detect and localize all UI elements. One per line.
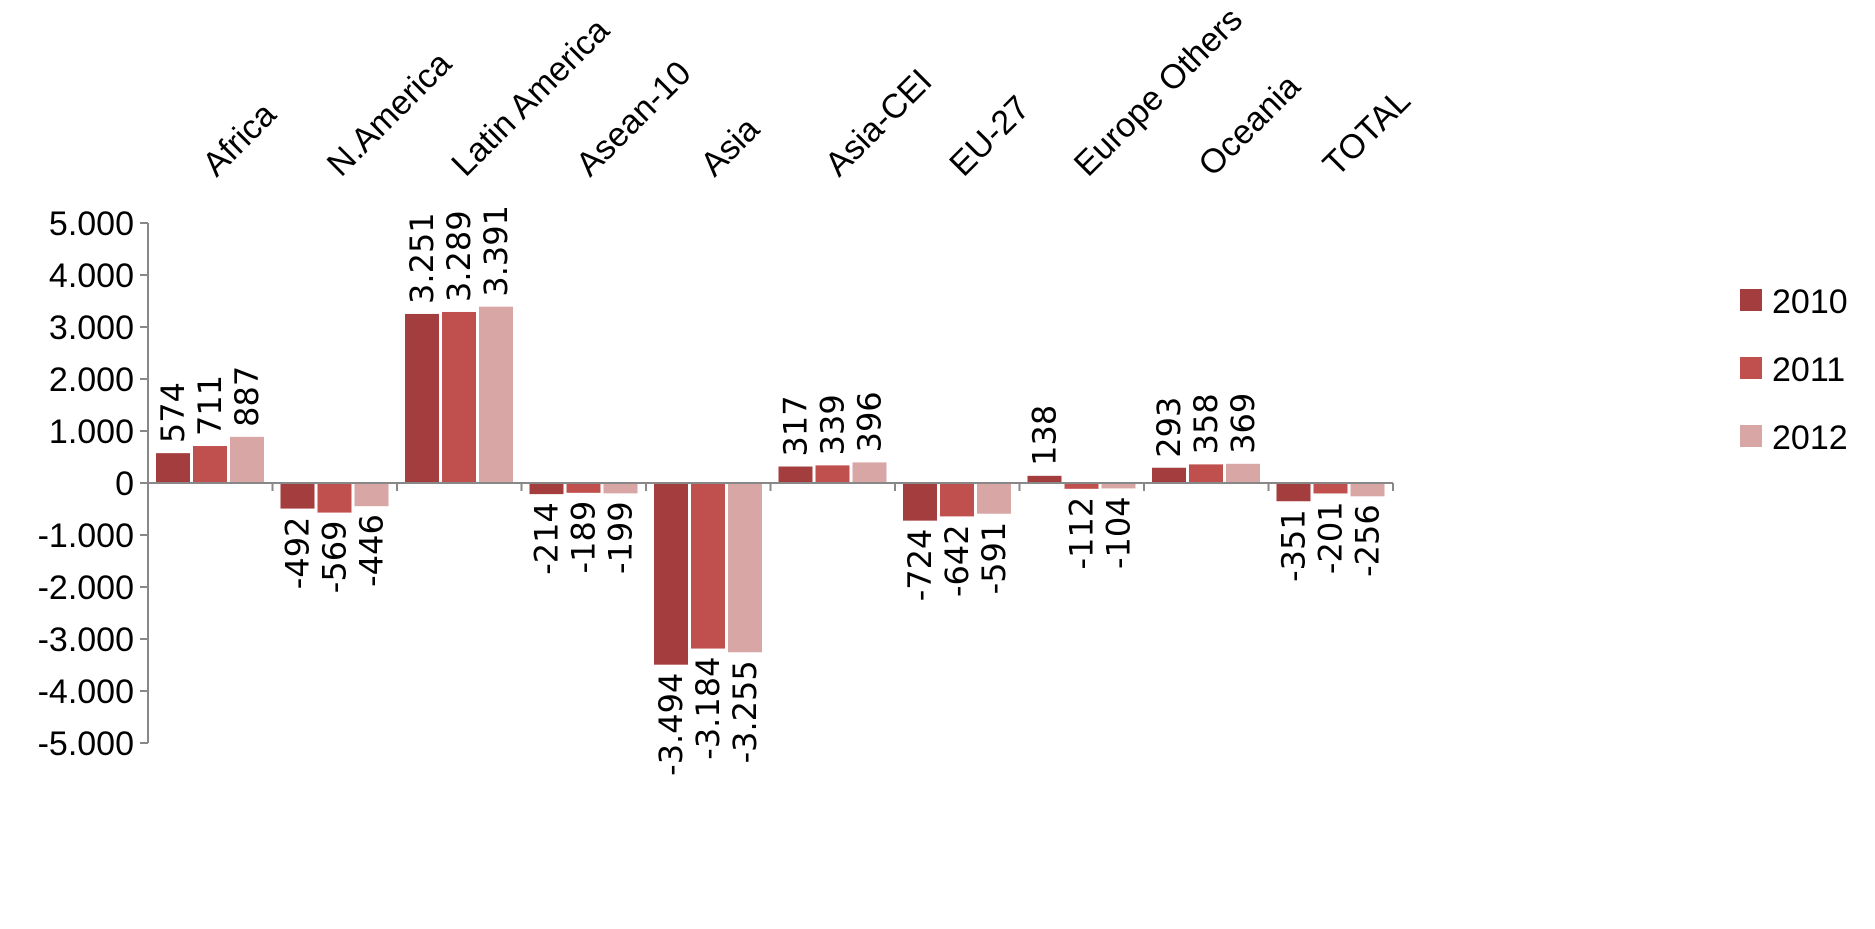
bar <box>566 483 601 493</box>
legend-swatch <box>1740 289 1762 311</box>
legend-entry: 2010 <box>1772 283 1848 321</box>
bar <box>903 483 937 521</box>
data-label: 358 <box>1187 393 1225 454</box>
data-label: -201 <box>1312 501 1350 574</box>
bar <box>1313 483 1348 494</box>
data-label: 317 <box>777 395 815 456</box>
bar <box>442 311 476 483</box>
data-label: -112 <box>1063 497 1101 570</box>
data-label: -3.494 <box>652 673 690 776</box>
y-tick-label: 2.000 <box>49 361 134 399</box>
data-label: -214 <box>528 502 566 575</box>
data-label: -199 <box>602 501 640 574</box>
data-label: 369 <box>1224 393 1262 454</box>
data-label: 396 <box>851 391 889 452</box>
category-label: TOTAL <box>1316 82 1418 184</box>
bar <box>815 465 850 483</box>
bar <box>728 483 762 653</box>
bars <box>156 306 1385 665</box>
category-label: N.America <box>320 45 459 184</box>
data-label: -3.184 <box>689 657 727 760</box>
data-label: 3.251 <box>403 212 441 304</box>
data-label: -446 <box>353 514 391 587</box>
bar <box>1027 475 1062 483</box>
bar <box>529 483 564 495</box>
data-label: 138 <box>1026 405 1064 466</box>
y-tick-label: -3.000 <box>38 621 134 659</box>
bar <box>778 466 813 483</box>
bar <box>940 483 974 517</box>
data-label: -3.255 <box>726 660 764 763</box>
value-labels: 574 711 887 -492 -569 -446 3.251 3.289 3.391 -214… <box>154 205 1387 776</box>
bar <box>977 483 1011 514</box>
bar <box>1226 463 1260 483</box>
bar <box>654 483 688 665</box>
bar <box>603 483 638 494</box>
bar <box>1101 483 1136 489</box>
data-label: 887 <box>228 366 266 427</box>
data-label: -569 <box>316 521 354 594</box>
bar <box>230 436 264 483</box>
bar <box>691 483 725 649</box>
bar <box>1152 467 1186 483</box>
data-label: 574 <box>154 382 192 443</box>
bar <box>852 462 887 483</box>
bar <box>156 453 190 483</box>
bar <box>317 483 352 513</box>
data-label: -351 <box>1275 509 1313 582</box>
bar <box>280 483 315 509</box>
legend-swatch <box>1740 357 1762 379</box>
y-tick-label: 1.000 <box>49 413 134 451</box>
data-label: -591 <box>975 522 1013 595</box>
data-label: 293 <box>1150 397 1188 458</box>
bar <box>354 483 389 507</box>
category-label: Asia-CEI <box>818 62 940 184</box>
data-label: 3.391 <box>477 205 515 297</box>
category-label: Oceania <box>1191 67 1307 183</box>
data-label: 339 <box>814 394 852 455</box>
legend-entry: 2012 <box>1772 419 1848 457</box>
y-axis: 5.000 4.000 3.000 2.000 1.000 0 -1.000 -2.000 -3… <box>38 205 149 763</box>
category-label: Asean-10 <box>569 54 699 184</box>
data-label: -724 <box>901 529 939 602</box>
bar <box>479 306 513 483</box>
bar <box>1276 483 1311 502</box>
data-label: 711 <box>191 375 229 436</box>
data-label: -256 <box>1349 504 1387 577</box>
bar <box>1064 483 1099 489</box>
category-label: Africa <box>195 95 283 183</box>
y-tick-label: -2.000 <box>38 569 134 607</box>
y-tick-label: 4.000 <box>49 257 134 295</box>
legend: 2010 2011 2012 <box>1740 283 1848 457</box>
data-label: -104 <box>1100 496 1138 569</box>
data-label: -642 <box>938 524 976 597</box>
legend-entry: 2011 <box>1772 351 1845 389</box>
category-label: EU-27 <box>942 89 1037 184</box>
data-label: -492 <box>279 517 317 590</box>
data-label: -189 <box>565 501 603 574</box>
y-tick-label: 5.000 <box>49 205 134 243</box>
data-label: 3.289 <box>440 210 478 302</box>
y-tick-label: -1.000 <box>38 517 134 555</box>
y-tick-label: -4.000 <box>38 673 134 711</box>
category-label: Asia <box>693 110 767 184</box>
bar <box>1350 483 1385 497</box>
bar <box>193 446 227 483</box>
bar <box>1189 464 1223 483</box>
legend-swatch <box>1740 425 1762 447</box>
y-tick-label: 0 <box>115 465 134 503</box>
bar <box>405 313 439 483</box>
y-tick-label: -5.000 <box>38 725 134 763</box>
x-axis <box>148 482 1394 491</box>
y-tick-label: 3.000 <box>49 309 134 347</box>
